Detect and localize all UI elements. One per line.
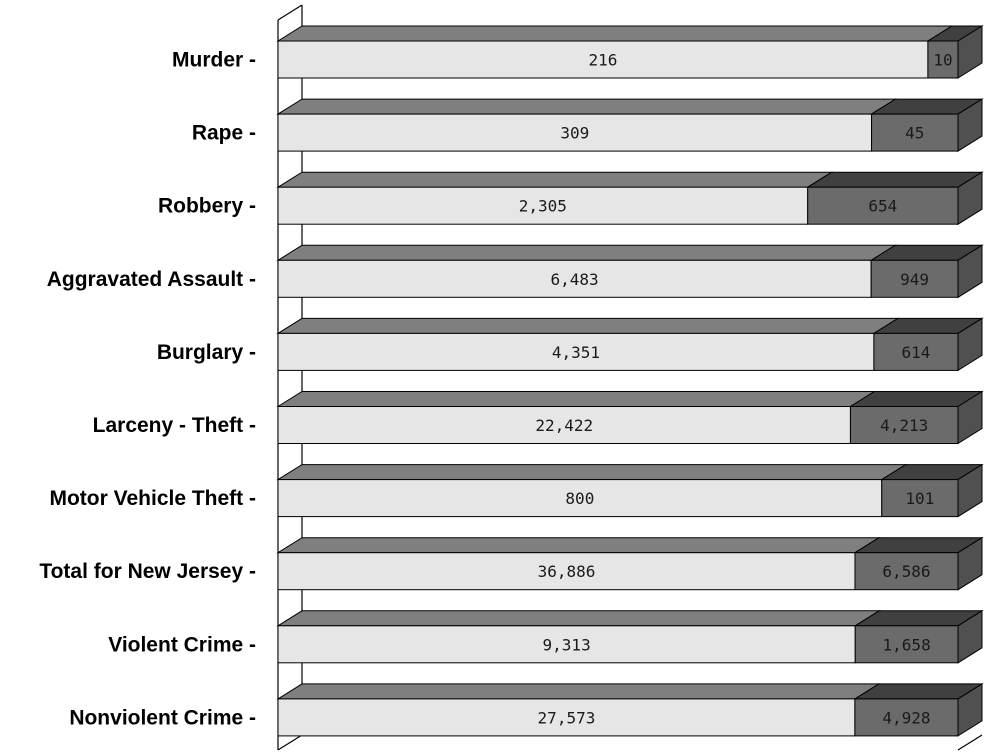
bar-segment-2-side — [957, 98, 983, 153]
bar-segment-1-top — [276, 391, 877, 407]
bar-segment-1 — [277, 40, 929, 79]
bar-segment-1 — [277, 259, 872, 298]
bar-segment-2 — [870, 259, 959, 298]
data-label: 45 — [905, 124, 924, 143]
data-label: 4,351 — [552, 343, 600, 362]
bar-segment-2-side — [957, 463, 983, 518]
bar-segment-2-side — [957, 390, 983, 445]
bar-segment-2 — [854, 698, 959, 737]
category-label: Murder - — [172, 49, 256, 72]
bar-segment-1-top — [276, 98, 898, 115]
data-label: 9,313 — [543, 635, 591, 654]
data-label: 1,658 — [883, 635, 931, 654]
data-label: 4,213 — [880, 416, 928, 435]
bar-row: 309 45 — [276, 98, 984, 153]
bar-segment-2 — [927, 40, 959, 79]
bar-segment-1-top — [276, 464, 908, 481]
bar-segment-2 — [849, 406, 959, 444]
data-label: 101 — [905, 489, 934, 508]
category-label: Larceny - Theft - — [93, 414, 256, 437]
data-label: 800 — [565, 489, 594, 508]
data-label: 4,928 — [882, 708, 930, 727]
category-label: Motor Vehicle Theft - — [49, 487, 256, 510]
bar-segment-2-side — [957, 317, 983, 372]
bar-segment-1 — [277, 479, 883, 518]
bar-row: 216 10 — [276, 25, 984, 79]
bar-segment-1-top — [276, 610, 881, 627]
bar-segment-2-side — [957, 25, 983, 79]
data-label: 309 — [560, 124, 589, 143]
bar-segment-1-top — [276, 171, 834, 188]
bar-segment-2-side — [957, 536, 983, 591]
bar-segment-1 — [277, 332, 875, 371]
bar-segment-2-top — [805, 171, 984, 188]
bar-row: 27,573 4,928 — [276, 682, 984, 737]
category-label: Robbery - — [158, 195, 256, 218]
bar-segment-1-top — [276, 25, 954, 42]
bar-segment-2-side — [957, 682, 983, 737]
bar-segment-2 — [854, 625, 959, 664]
data-label: 614 — [902, 343, 931, 362]
category-label: Nonviolent Crime - — [69, 706, 256, 729]
bar-segment-1-top — [276, 683, 881, 700]
data-label: 22,422 — [535, 416, 593, 435]
bars-layer: 216 10 309 45 2,305 654 6,483 949 4,351 614 22,422… — [276, 25, 984, 737]
category-label: Rape - — [192, 122, 256, 145]
bar-segment-1-top — [276, 244, 897, 261]
bar-segment-2 — [881, 479, 959, 518]
data-label: 27,573 — [538, 708, 596, 727]
bar-segment-1-top — [276, 317, 900, 334]
bar-row: 800 101 — [276, 463, 984, 518]
data-label: 6,483 — [550, 270, 598, 289]
bar-segment-1 — [277, 186, 809, 225]
data-label: 2,305 — [519, 197, 567, 216]
bar-segment-2-side — [957, 171, 983, 226]
frame-bottom-left-diagonal — [277, 734, 303, 751]
frame-top-diagonal — [277, 4, 303, 21]
bar-row: 9,313 1,658 — [276, 609, 984, 664]
bar-row: 22,422 4,213 — [276, 390, 984, 445]
bar-row: 36,886 6,586 — [276, 536, 984, 591]
bar-segment-1 — [277, 698, 856, 737]
data-label: 36,886 — [538, 562, 596, 581]
data-label: 216 — [589, 51, 618, 70]
bar-segment-2 — [854, 552, 959, 591]
bar-segment-2-side — [957, 244, 983, 299]
bar-row: 4,351 614 — [276, 317, 984, 372]
category-labels: Murder - Rape - Robbery - Aggravated Assaul… — [39, 49, 256, 730]
category-label: Violent Crime - — [108, 633, 256, 656]
bar-segment-1 — [277, 625, 856, 664]
category-label: Aggravated Assault - — [47, 268, 256, 291]
category-label: Burglary - — [157, 341, 256, 364]
data-label: 6,586 — [882, 562, 930, 581]
bar-row: 6,483 949 — [276, 244, 984, 299]
bar-segment-1-top — [276, 537, 881, 554]
data-label: 654 — [868, 197, 897, 216]
bar-segment-2 — [807, 186, 959, 225]
bar-row: 2,305 654 — [276, 171, 984, 226]
data-label: 10 — [933, 51, 952, 70]
category-label: Total for New Jersey - — [39, 560, 256, 583]
bar-segment-2-side — [957, 609, 983, 664]
frame-bottom-right-diagonal — [957, 734, 983, 751]
data-label: 949 — [900, 270, 929, 289]
bar-segment-1 — [277, 406, 851, 444]
